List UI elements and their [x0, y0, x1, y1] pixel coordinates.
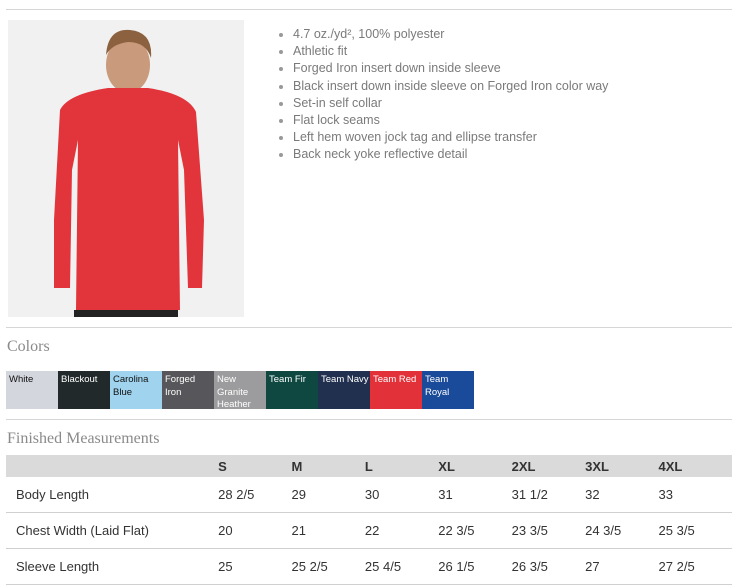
measurement-cell: 28 2/5 [218, 477, 292, 513]
product-image [8, 20, 244, 317]
feature-item: Set-in self collar [293, 95, 608, 112]
measurement-cell: 29 [291, 477, 365, 513]
table-row: Chest Width (Laid Flat) 20 21 22 22 3/5 23 3/… [6, 512, 732, 549]
measurement-cell: 20 [218, 512, 292, 549]
color-swatch[interactable]: Blackout [58, 371, 110, 409]
size-header: 4XL [658, 455, 732, 477]
row-label: Body Length [6, 477, 219, 513]
table-row: Sleeve Length 25 25 2/5 25 4/5 26 1/5 26 3/5 2… [6, 548, 732, 585]
measurement-cell: 25 2/5 [291, 548, 365, 585]
color-swatches: White Blackout Carolina Blue Forged Iron New… [6, 371, 474, 409]
colors-heading: Colors [7, 338, 50, 355]
measurement-cell: 27 2/5 [658, 548, 732, 585]
color-swatch[interactable]: Team Navy [318, 371, 370, 409]
measurement-cell: 27 [585, 548, 659, 585]
table-header-row: S M L XL 2XL 3XL 4XL [6, 455, 732, 477]
feature-item: 4.7 oz./yd², 100% polyester [293, 26, 608, 43]
row-label: Chest Width (Laid Flat) [6, 512, 219, 549]
measurement-cell: 21 [291, 512, 365, 549]
feature-item: Forged Iron insert down inside sleeve [293, 60, 608, 77]
measurement-cell: 31 [438, 477, 512, 513]
feature-item: Left hem woven jock tag and ellipse tran… [293, 129, 608, 146]
size-header: M [291, 455, 365, 477]
measurement-cell: 31 1/2 [511, 477, 586, 513]
measurements-table: S M L XL 2XL 3XL 4XL Body Length 28 2/5 29 30 31 31… [6, 455, 732, 585]
color-swatch[interactable]: Team Royal [422, 371, 474, 409]
measurement-cell: 24 3/5 [585, 512, 659, 549]
measurement-cell: 23 3/5 [511, 512, 586, 549]
feature-item: Athletic fit [293, 43, 608, 60]
color-swatch[interactable]: Team Red [370, 371, 422, 409]
measurement-cell: 22 [364, 512, 439, 549]
feature-item: Back neck yoke reflective detail [293, 146, 608, 163]
color-swatch[interactable]: Forged Iron [162, 371, 214, 409]
feature-list: 4.7 oz./yd², 100% polyesterAthletic fitF… [278, 26, 608, 164]
measurement-cell: 30 [364, 477, 439, 513]
measurement-cell: 26 1/5 [438, 548, 512, 585]
color-swatch[interactable]: Carolina Blue [110, 371, 162, 409]
measurement-cell: 26 3/5 [511, 548, 586, 585]
feature-item: Flat lock seams [293, 112, 608, 129]
table-row: Body Length 28 2/5 29 30 31 31 1/2 32 33 [6, 477, 732, 513]
feature-item: Black insert down inside sleeve on Forge… [293, 78, 608, 95]
size-header: 2XL [511, 455, 586, 477]
measurement-cell: 32 [585, 477, 659, 513]
measurement-cell: 25 4/5 [364, 548, 439, 585]
measurement-cell: 22 3/5 [438, 512, 512, 549]
color-swatch[interactable]: White [6, 371, 58, 409]
measurements-heading: Finished Measurements [7, 430, 160, 447]
divider [6, 419, 732, 420]
color-swatch[interactable]: Team Fir [266, 371, 318, 409]
divider [6, 327, 732, 328]
size-header: L [364, 455, 439, 477]
measurement-cell: 25 3/5 [658, 512, 732, 549]
size-header: S [218, 455, 292, 477]
measurement-cell: 25 [218, 548, 292, 585]
measurement-cell: 33 [658, 477, 732, 513]
color-swatch[interactable]: New Granite Heather [214, 371, 266, 409]
size-header: XL [438, 455, 512, 477]
row-label: Sleeve Length [6, 548, 219, 585]
size-header: 3XL [585, 455, 659, 477]
header-blank [6, 455, 219, 477]
divider [6, 9, 732, 10]
